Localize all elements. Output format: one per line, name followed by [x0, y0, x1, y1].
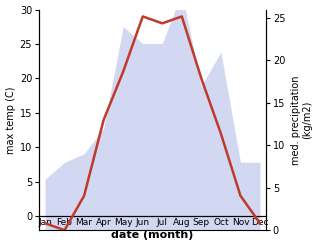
- Y-axis label: med. precipitation
(kg/m2): med. precipitation (kg/m2): [291, 75, 313, 165]
- Y-axis label: max temp (C): max temp (C): [5, 86, 16, 154]
- X-axis label: date (month): date (month): [111, 229, 194, 240]
